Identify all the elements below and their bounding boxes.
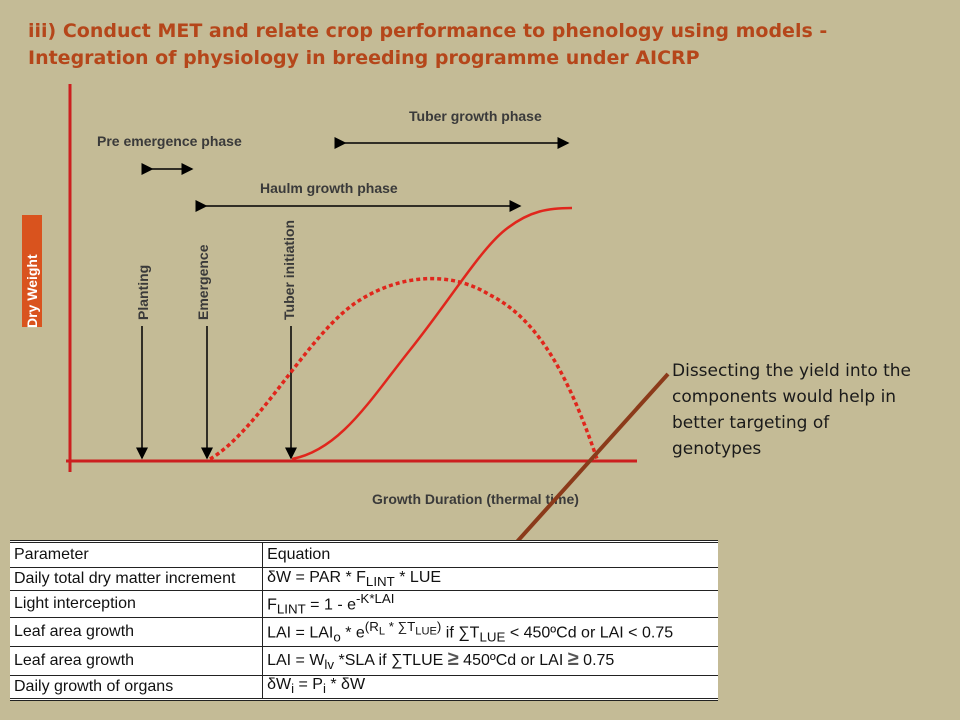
yield-dissection-note: Dissecting the yield into the components… [672, 361, 912, 459]
y-axis-label-bg [22, 215, 42, 327]
haulm-growth-curve [209, 276, 599, 461]
pre-emergence-label: Pre emergence phase [97, 133, 242, 149]
equation-cell: FLINT = 1 - e-K*LAI [262, 590, 718, 618]
equation-column-header: Equation [262, 540, 718, 568]
table-row: Leaf area growth LAI = LAIo * e(RL * ∑TL… [10, 616, 718, 647]
table-header-row: Parameter Equation [10, 540, 718, 568]
equation-cell: δW = PAR * FLINT * LUE [262, 567, 718, 591]
equation-cell: LAI = Wlv *SLA if ∑TLUE ≥ 450ºCd or LAI … [262, 645, 718, 676]
parameter-cell: Leaf area growth [10, 616, 263, 647]
tuber-growth-label: Tuber growth phase [409, 108, 542, 124]
equation-cell: LAI = LAIo * e(RL * ∑TLUE) if ∑TLUE < 45… [262, 616, 718, 647]
parameter-cell: Daily growth of organs [10, 674, 263, 701]
slide-title: iii) Conduct MET and relate crop perform… [28, 20, 828, 69]
parameter-cell: Daily total dry matter increment [10, 567, 263, 591]
planting-label: Planting [135, 265, 151, 320]
y-axis-label: Dry Weight [24, 254, 40, 328]
parameter-cell: Leaf area growth [10, 645, 263, 676]
haulm-growth-label: Haulm growth phase [260, 180, 398, 196]
emergence-label: Emergence [195, 244, 211, 320]
parameter-column-header: Parameter [10, 540, 263, 568]
x-axis-label: Growth Duration (thermal time) [372, 491, 579, 507]
table-row: Daily growth of organs δWi = Pi * δW [10, 674, 718, 701]
table-row: Daily total dry matter increment δW = PA… [10, 567, 718, 591]
table-row: Light interception FLINT = 1 - e-K*LAI [10, 590, 718, 618]
equation-cell: δWi = Pi * δW [262, 674, 718, 701]
parameter-table: Parameter Equation Daily total dry matte… [10, 540, 718, 701]
tuber-initiation-label: Tuber initiation [281, 220, 297, 320]
table-row: Leaf area growth LAI = Wlv *SLA if ∑TLUE… [10, 645, 718, 676]
parameter-cell: Light interception [10, 590, 263, 618]
tuber-growth-curve [291, 206, 573, 461]
